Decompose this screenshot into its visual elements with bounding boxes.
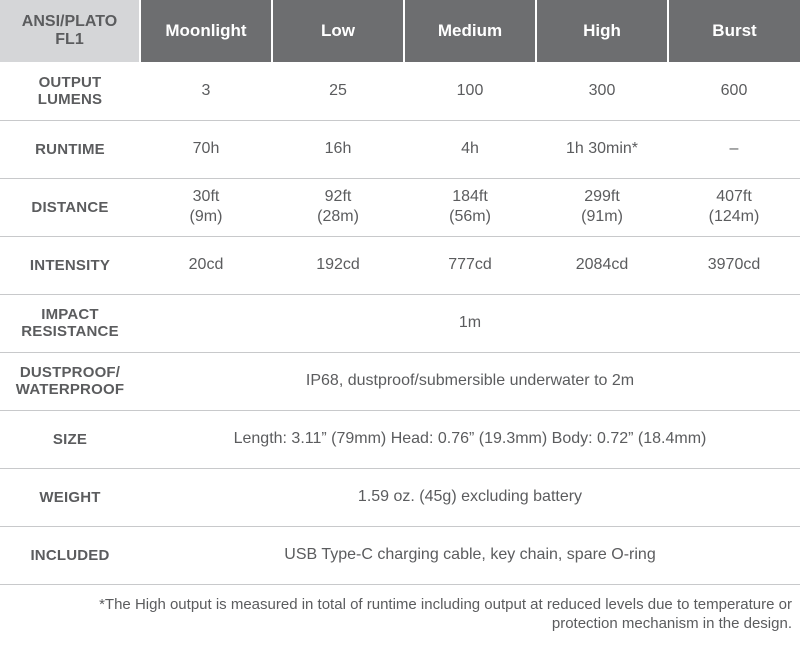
row-included: INCLUDED USB Type-C charging cable, key …: [0, 526, 800, 584]
row-output: OUTPUT LUMENS 3 25 100 300 600: [0, 62, 800, 120]
spec-table-container: ANSI/PLATO FL1 Moonlight Low Medium High…: [0, 0, 800, 647]
footnote: *The High output is measured in total of…: [0, 585, 800, 647]
intensity-burst: 3970cd: [668, 236, 800, 294]
header-mode-medium: Medium: [404, 0, 536, 62]
row-distance-label: DISTANCE: [0, 178, 140, 236]
distance-burst: 407ft (124m): [668, 178, 800, 236]
header-rowlabel: ANSI/PLATO FL1: [0, 0, 140, 62]
row-included-label: INCLUDED: [0, 526, 140, 584]
header-mode-high: High: [536, 0, 668, 62]
row-size-label: SIZE: [0, 410, 140, 468]
impact-value: 1m: [140, 294, 800, 352]
row-dustwater: DUSTPROOF/ WATERPROOF IP68, dustproof/su…: [0, 352, 800, 410]
runtime-low: 16h: [272, 120, 404, 178]
distance-low: 92ft (28m): [272, 178, 404, 236]
runtime-moonlight: 70h: [140, 120, 272, 178]
output-low: 25: [272, 62, 404, 120]
row-dustwater-label: DUSTPROOF/ WATERPROOF: [0, 352, 140, 410]
row-size: SIZE Length: 3.11” (79mm) Head: 0.76” (1…: [0, 410, 800, 468]
output-medium: 100: [404, 62, 536, 120]
weight-value: 1.59 oz. (45g) excluding battery: [140, 468, 800, 526]
row-runtime: RUNTIME 70h 16h 4h 1h 30min* –: [0, 120, 800, 178]
row-impact: IMPACT RESISTANCE 1m: [0, 294, 800, 352]
row-intensity: INTENSITY 20cd 192cd 777cd 2084cd 3970cd: [0, 236, 800, 294]
included-value: USB Type-C charging cable, key chain, sp…: [140, 526, 800, 584]
header-mode-low: Low: [272, 0, 404, 62]
row-intensity-label: INTENSITY: [0, 236, 140, 294]
runtime-high: 1h 30min*: [536, 120, 668, 178]
row-weight-label: WEIGHT: [0, 468, 140, 526]
header-mode-moonlight: Moonlight: [140, 0, 272, 62]
distance-high: 299ft (91m): [536, 178, 668, 236]
size-value: Length: 3.11” (79mm) Head: 0.76” (19.3mm…: [140, 410, 800, 468]
row-runtime-label: RUNTIME: [0, 120, 140, 178]
header-mode-burst: Burst: [668, 0, 800, 62]
distance-moonlight: 30ft (9m): [140, 178, 272, 236]
distance-medium: 184ft (56m): [404, 178, 536, 236]
runtime-burst: –: [668, 120, 800, 178]
intensity-low: 192cd: [272, 236, 404, 294]
header-row: ANSI/PLATO FL1 Moonlight Low Medium High…: [0, 0, 800, 62]
output-high: 300: [536, 62, 668, 120]
intensity-medium: 777cd: [404, 236, 536, 294]
output-moonlight: 3: [140, 62, 272, 120]
intensity-moonlight: 20cd: [140, 236, 272, 294]
dustwater-value: IP68, dustproof/submersible underwater t…: [140, 352, 800, 410]
row-weight: WEIGHT 1.59 oz. (45g) excluding battery: [0, 468, 800, 526]
row-distance: DISTANCE 30ft (9m) 92ft (28m) 184ft (56m…: [0, 178, 800, 236]
output-burst: 600: [668, 62, 800, 120]
row-impact-label: IMPACT RESISTANCE: [0, 294, 140, 352]
row-output-label: OUTPUT LUMENS: [0, 62, 140, 120]
runtime-medium: 4h: [404, 120, 536, 178]
intensity-high: 2084cd: [536, 236, 668, 294]
spec-table: ANSI/PLATO FL1 Moonlight Low Medium High…: [0, 0, 800, 585]
